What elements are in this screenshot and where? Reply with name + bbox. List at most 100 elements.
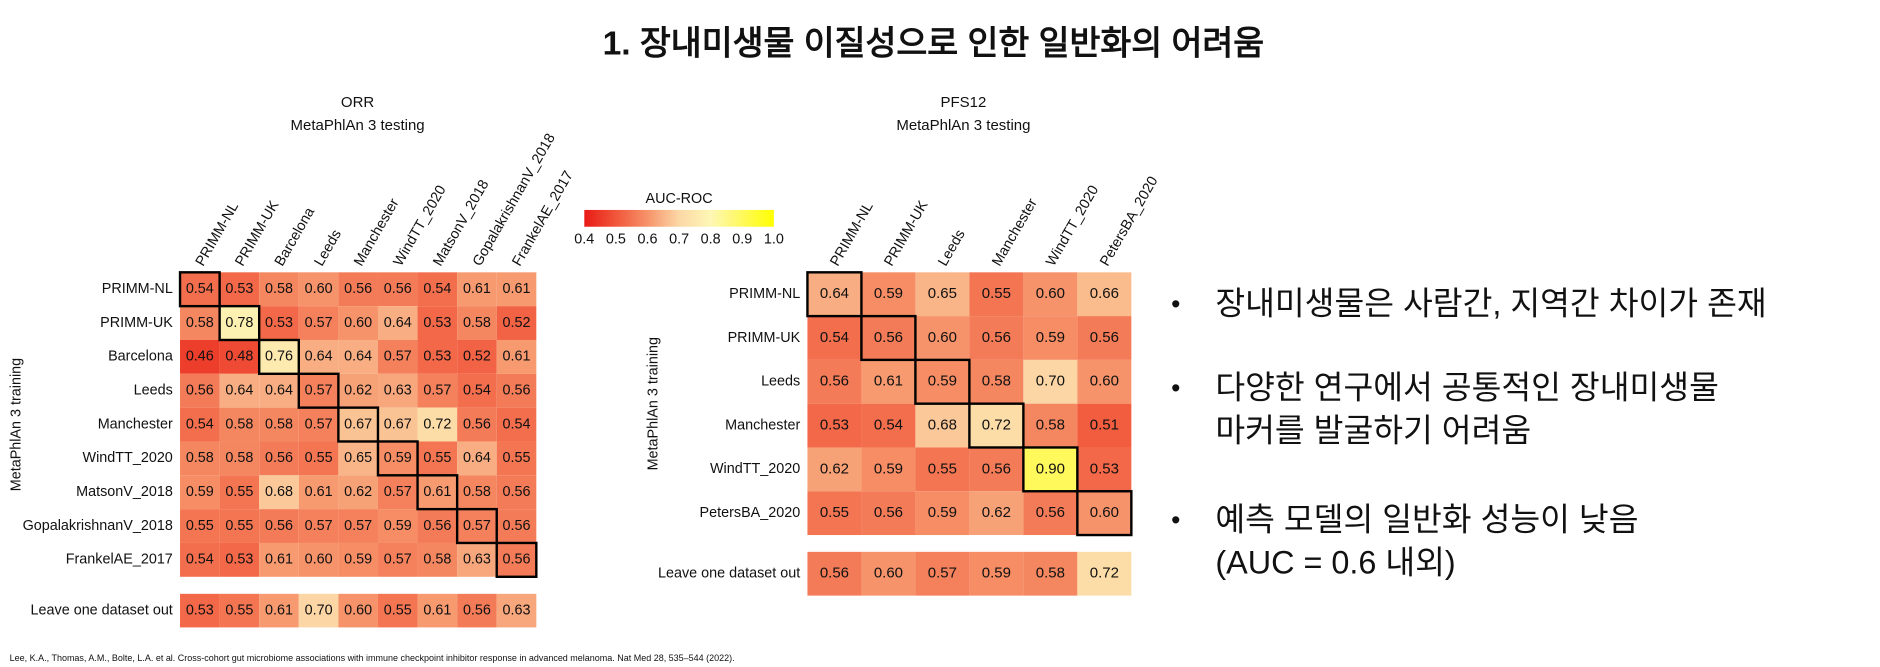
cell-label: 0.62 [820, 460, 849, 477]
heatmap-cell [219, 441, 260, 476]
diagonal-outline [914, 358, 971, 405]
cell-label: 0.55 [225, 484, 253, 500]
bullet-text: 마커를 발굴하기 어려움 [1215, 413, 1531, 449]
cell-label: 0.55 [305, 450, 333, 466]
heatmap-cell [496, 542, 537, 577]
heatmap-cell [969, 272, 1024, 317]
cell-label: 0.53 [265, 315, 293, 331]
bullet-dot: • [1171, 289, 1180, 319]
cell-label: 0.59 [982, 565, 1011, 582]
cell-label: 0.64 [225, 383, 253, 399]
heatmap-cell [338, 407, 378, 442]
cell-label: 0.56 [503, 518, 531, 534]
cell-label: 0.56 [874, 504, 903, 521]
cell-label: 0.64 [344, 349, 372, 365]
colorbar-tick-label: 0.8 [701, 232, 721, 248]
heatmap-cell [180, 441, 220, 476]
cell-label: 0.55 [820, 504, 849, 521]
cell-label: 0.59 [874, 460, 903, 477]
heatmap-cell [377, 593, 418, 628]
cell-label: 0.58 [225, 450, 253, 466]
cell-label: 0.59 [928, 504, 957, 521]
heatmap-cell [180, 475, 220, 510]
heatmap-cell [259, 542, 299, 577]
x-tick-label: Manchester [989, 196, 1041, 269]
cell-label: 0.59 [344, 552, 372, 568]
cell-label: 0.58 [186, 315, 214, 331]
heatmap-cell [807, 316, 862, 360]
cell-label: 0.56 [265, 450, 293, 466]
cell-label: 0.63 [503, 602, 531, 618]
cell-label: 0.60 [305, 552, 333, 568]
heatmap-cell [259, 407, 299, 442]
cell-label: 0.57 [344, 518, 372, 534]
cell-label: 0.56 [463, 416, 491, 432]
cell-label: 0.60 [344, 315, 372, 331]
heatmap-cell [496, 441, 537, 476]
heatmap-cell [496, 272, 537, 307]
heatmap-cell [969, 316, 1024, 360]
cell-label: 0.53 [820, 417, 849, 434]
cell-label: 0.62 [344, 484, 372, 500]
cell-label: 0.90 [1036, 460, 1065, 477]
heatmap-cell [1077, 316, 1132, 360]
cell-label: 0.52 [503, 315, 531, 331]
diagonal-outline [860, 314, 917, 362]
cell-label: 0.59 [928, 373, 957, 390]
heatmap-cell [1077, 491, 1132, 536]
cell-label: 0.56 [423, 518, 451, 534]
heatmap-cell [969, 403, 1024, 448]
cell-label: 0.48 [225, 349, 253, 365]
chart-title: PFS12 [940, 94, 986, 111]
heatmap-cell [338, 542, 378, 577]
colorbar-tick-label: 0.4 [574, 232, 594, 248]
cell-label: 0.55 [423, 450, 451, 466]
heatmap-cell [219, 593, 260, 628]
y-tick-label: PetersBA_2020 [700, 505, 801, 521]
bullet-text: (AUC = 0.6 내외) [1215, 545, 1455, 581]
heatmap-cell [338, 441, 378, 476]
bullet-text: 예측 모델의 일반화 성능이 낮음 [1215, 501, 1638, 537]
heatmap-cell [861, 551, 916, 596]
cell-label: 0.58 [982, 373, 1011, 390]
heatmap-cell [1077, 403, 1132, 448]
cell-label: 0.54 [463, 383, 491, 399]
cell-label: 0.61 [503, 349, 531, 365]
heatmap-cell [298, 542, 339, 577]
x-tick-label: WindTT_2020 [1043, 183, 1102, 269]
heatmap-cell [496, 475, 537, 510]
cell-label: 0.63 [463, 552, 491, 568]
heatmap-cell [417, 593, 458, 628]
y-axis-label: MetaPhlAn 3 training [9, 358, 25, 491]
cell-label: 0.57 [928, 565, 957, 582]
cell-label: 0.53 [225, 281, 253, 297]
diagonal-outline [297, 372, 340, 409]
heatmap-cell [377, 509, 418, 543]
heatmap-cell [338, 339, 378, 374]
x-tick-label: PRIMM-UK [881, 198, 931, 269]
heatmap-cell [298, 272, 339, 307]
cell-label: 0.56 [982, 329, 1011, 346]
x-tick-label: Leeds [935, 227, 968, 269]
cell-label: 0.68 [265, 484, 293, 500]
colorbar-label: AUC-ROC [646, 191, 713, 207]
cell-label: 0.62 [344, 383, 372, 399]
cell-label: 0.60 [305, 281, 333, 297]
heatmap-cell [496, 373, 537, 408]
heatmap-cell [377, 272, 418, 307]
cell-label: 0.53 [186, 602, 214, 618]
diagonal-outline [218, 304, 261, 342]
cell-label: 0.59 [384, 518, 412, 534]
heatmap-cell [180, 542, 220, 577]
cell-label: 0.56 [820, 565, 849, 582]
heatmap-cell [298, 475, 339, 510]
cell-label: 0.57 [305, 315, 333, 331]
diagonal-outline [258, 338, 300, 376]
diagonal-outline [968, 402, 1025, 449]
cell-label: 0.57 [305, 518, 333, 534]
cell-label: 0.54 [186, 281, 214, 297]
cell-label: 0.65 [928, 285, 957, 302]
heatmap-cell [259, 306, 299, 340]
cell-label: 0.58 [1036, 417, 1065, 434]
